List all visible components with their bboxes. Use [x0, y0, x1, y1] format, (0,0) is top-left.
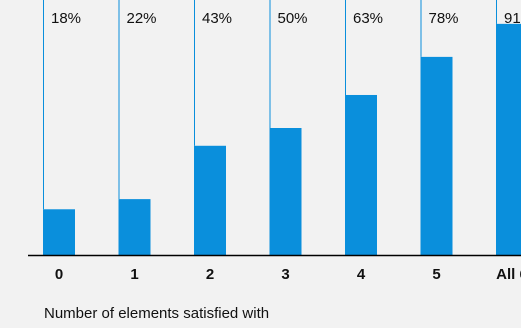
bar: [496, 23, 521, 255]
value-label: 18%: [51, 10, 81, 27]
value-labels: 18% 22% 43% 50% 63% 78% 91%: [51, 10, 521, 27]
value-label: 91%: [504, 10, 521, 27]
bar: [345, 94, 377, 255]
value-label: 22%: [127, 10, 157, 27]
category-label: 5: [432, 266, 440, 283]
category-label: 4: [357, 266, 366, 283]
bar: [269, 128, 302, 255]
bar: [420, 56, 453, 255]
category-label: All 6: [496, 266, 521, 283]
bars: [43, 23, 521, 255]
value-label: 78%: [429, 10, 459, 27]
value-label: 63%: [353, 10, 383, 27]
category-label: 2: [206, 266, 214, 283]
category-label: 0: [55, 266, 63, 283]
bar: [194, 145, 226, 255]
category-label: 1: [130, 266, 138, 283]
category-labels: 0 1 2 3 4 5 All 6: [55, 266, 521, 283]
bar: [118, 199, 151, 255]
value-label: 50%: [278, 10, 308, 27]
bar: [43, 209, 75, 255]
category-label: 3: [281, 266, 289, 283]
x-axis-label: Number of elements satisfied with: [44, 305, 270, 322]
value-label: 43%: [202, 10, 232, 27]
leader-lines: [43, 0, 497, 210]
